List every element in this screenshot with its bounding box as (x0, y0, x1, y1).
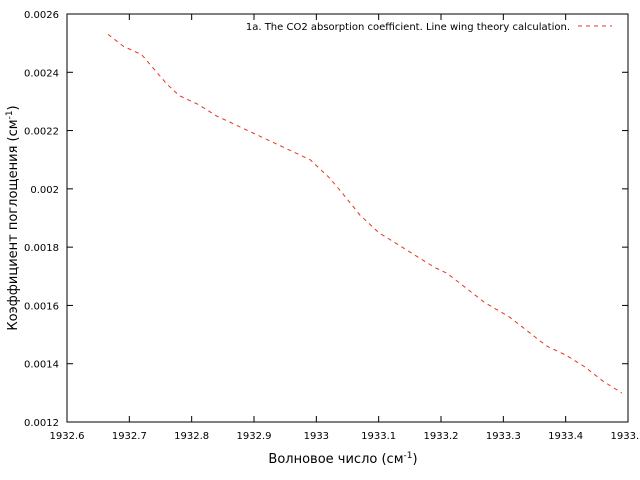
y-tick-label: 0.0024 (24, 68, 59, 79)
x-tick-label: 1932.9 (237, 431, 272, 442)
legend-entry-label: 1a. The CO2 absorption coefficient. Line… (246, 22, 570, 33)
y-axis-label-tail: ) (6, 105, 21, 110)
x-tick-label: 1933.5 (611, 431, 640, 442)
plot-frame (66, 13, 629, 423)
y-axis-label-main: Коэффициент поглощения (см (6, 119, 21, 330)
x-axis-label: Волновое число (см-1) (268, 451, 417, 467)
y-axis-label-sup: -1 (5, 110, 15, 119)
y-axis-label: Коэффициент поглощения (см-1) (5, 105, 21, 330)
x-tick-label: 1932.8 (174, 431, 209, 442)
y-tick-label: 0.0026 (24, 10, 59, 21)
legend: 1a. The CO2 absorption coefficient. Line… (246, 22, 612, 33)
x-tick-label: 1933.1 (361, 431, 396, 442)
y-tick-label: 0.0012 (24, 418, 59, 429)
y-axis-ticks: 0.0012 0.0014 0.0016 0.0018 0.002 0.0022 0.002… (24, 10, 628, 429)
x-tick-label: 1933.3 (486, 431, 521, 442)
x-axis-label-sup: -1 (404, 451, 413, 461)
x-axis-ticks: 1932.6 1932.7 1932.8 1932.9 1933 1933.1 1933.2… (50, 14, 640, 442)
x-tick-label: 1933.2 (424, 431, 459, 442)
series-line (107, 34, 623, 394)
y-tick-label: 0.0022 (24, 127, 59, 138)
y-tick-label: 0.002 (30, 185, 59, 196)
y-tick-label: 0.0018 (24, 243, 59, 254)
x-tick-label: 1933.4 (548, 431, 583, 442)
x-tick-label: 1932.7 (112, 431, 147, 442)
x-tick-label: 1933 (304, 431, 329, 442)
y-tick-label: 0.0014 (24, 360, 59, 371)
x-tick-label: 1932.6 (50, 431, 85, 442)
y-tick-label: 0.0016 (24, 301, 59, 312)
x-axis-label-tail: ) (412, 452, 417, 467)
series-group (107, 34, 623, 394)
x-axis-label-main: Волновое число (см (268, 452, 403, 467)
